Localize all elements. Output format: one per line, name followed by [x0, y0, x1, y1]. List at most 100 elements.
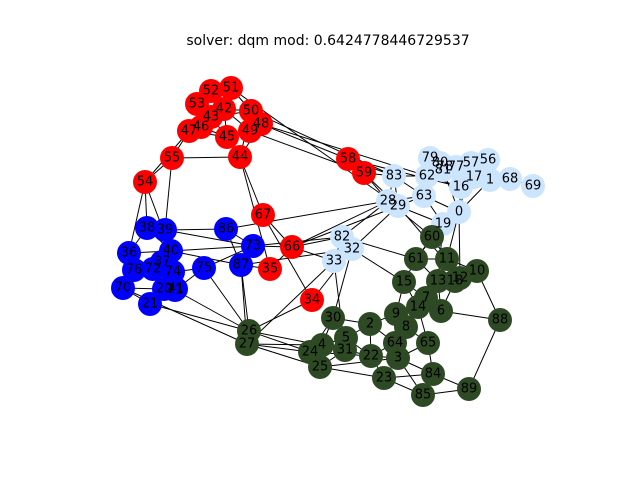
edge-75-26	[203, 267, 250, 332]
node-label-50: 50	[243, 104, 260, 119]
node-label-51: 51	[223, 81, 240, 96]
node-25	[308, 355, 332, 379]
edge-71-26	[174, 289, 250, 332]
node-label-14: 14	[410, 300, 427, 315]
node-15	[392, 270, 416, 294]
node-label-20: 20	[156, 282, 173, 297]
node-54	[133, 170, 157, 194]
node-86	[214, 217, 238, 241]
node-23	[372, 366, 396, 390]
node-82	[330, 225, 354, 249]
node-label-21: 21	[142, 297, 159, 312]
node-49	[238, 119, 262, 143]
node-63	[412, 184, 436, 208]
node-label-74: 74	[165, 265, 182, 280]
node-label-6: 6	[437, 304, 445, 319]
node-label-27: 27	[239, 337, 256, 352]
node-label-17: 17	[466, 170, 483, 185]
node-label-33: 33	[326, 254, 343, 269]
node-label-23: 23	[376, 371, 393, 386]
node-label-48: 48	[253, 117, 270, 132]
node-74	[161, 260, 185, 284]
node-70	[111, 276, 135, 300]
node-89	[457, 377, 481, 401]
node-84	[421, 362, 445, 386]
node-53	[185, 92, 209, 116]
node-22	[359, 344, 383, 368]
node-label-39: 39	[157, 223, 174, 238]
node-34	[300, 288, 324, 312]
node-69	[521, 174, 545, 198]
node-label-88: 88	[492, 313, 509, 328]
node-29	[386, 194, 410, 218]
node-39	[153, 218, 177, 242]
node-88	[488, 308, 512, 332]
node-label-49: 49	[242, 124, 259, 139]
node-label-11: 11	[439, 252, 456, 267]
node-51	[219, 76, 243, 100]
node-75	[192, 256, 216, 280]
node-label-16: 16	[453, 180, 470, 195]
node-85	[411, 383, 435, 407]
node-83	[382, 164, 406, 188]
node-label-9: 9	[392, 307, 400, 322]
node-label-30: 30	[325, 311, 342, 326]
node-71	[163, 278, 187, 302]
node-label-41: 41	[168, 282, 185, 297]
node-label-89: 89	[461, 382, 478, 397]
node-label-58: 58	[340, 152, 357, 167]
node-50	[239, 99, 263, 123]
graph-title: solver: dqm mod: 0.6424778446729537	[186, 33, 470, 49]
node-label-10: 10	[469, 264, 486, 279]
edge-54-36	[128, 181, 146, 254]
node-label-76: 76	[126, 263, 143, 278]
node-label-38: 38	[139, 221, 156, 236]
node-label-44: 44	[232, 150, 249, 165]
node-label-37: 37	[154, 255, 171, 270]
node-81	[431, 158, 455, 182]
node-67	[251, 203, 275, 227]
node-label-59: 59	[356, 166, 373, 181]
node-label-19: 19	[435, 217, 452, 232]
node-35	[258, 257, 282, 281]
node-14	[406, 295, 430, 319]
node-label-56: 56	[480, 153, 497, 168]
node-label-45: 45	[219, 130, 236, 145]
node-label-83: 83	[386, 169, 403, 184]
node-11	[435, 247, 459, 271]
node-label-18: 18	[447, 274, 464, 289]
edge-55-39	[164, 157, 173, 231]
node-21	[138, 292, 162, 316]
node-label-31: 31	[337, 343, 354, 358]
node-label-85: 85	[415, 388, 432, 403]
node-label-43: 43	[203, 110, 220, 125]
node-66	[280, 235, 304, 259]
node-label-84: 84	[425, 367, 442, 382]
node-label-86: 86	[218, 222, 235, 237]
node-label-8: 8	[402, 320, 410, 335]
node-label-82: 82	[334, 230, 351, 245]
node-87	[229, 253, 253, 277]
node-59	[352, 161, 376, 185]
node-40	[159, 239, 183, 263]
node-label-5: 5	[342, 331, 350, 346]
node-label-64: 64	[387, 336, 404, 351]
node-label-81: 81	[435, 163, 452, 178]
node-38	[135, 216, 159, 240]
node-9	[384, 302, 408, 326]
node-label-0: 0	[455, 205, 463, 220]
node-label-26: 26	[241, 324, 258, 339]
node-61	[404, 247, 428, 271]
node-31	[333, 338, 357, 362]
node-label-60: 60	[424, 230, 441, 245]
node-label-79: 79	[422, 151, 439, 166]
node-label-42: 42	[216, 102, 233, 117]
node-label-35: 35	[262, 262, 279, 277]
node-label-2: 2	[366, 317, 374, 332]
node-label-65: 65	[420, 336, 437, 351]
node-68	[498, 167, 522, 191]
node-47	[177, 119, 201, 143]
node-label-54: 54	[137, 175, 154, 190]
